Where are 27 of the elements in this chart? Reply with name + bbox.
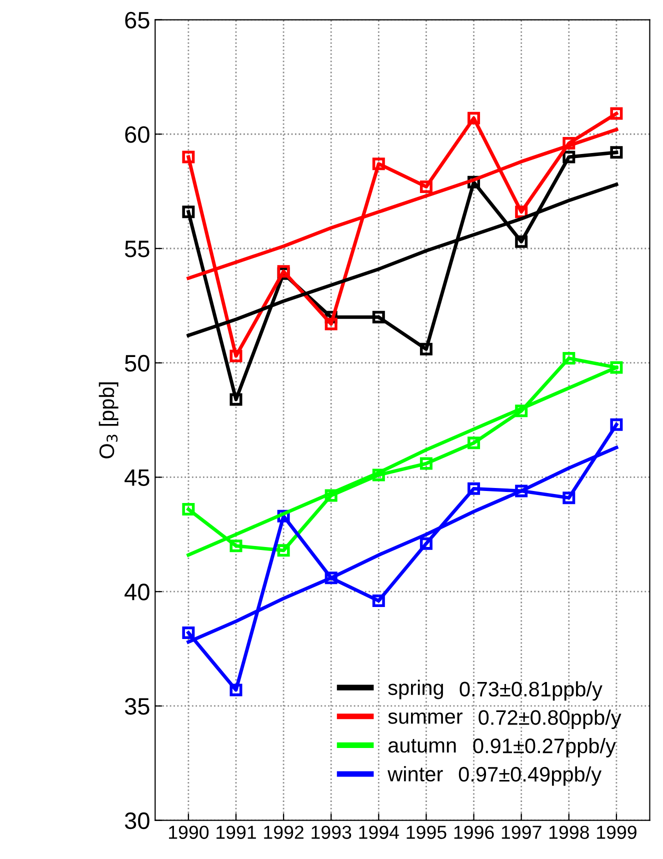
y-tick-label: 60 bbox=[125, 126, 150, 143]
annotation: 0.91±0.27ppb/y bbox=[473, 738, 616, 758]
x-tick-label: 1997 bbox=[502, 826, 542, 839]
x-tick-label: 1990 bbox=[169, 826, 209, 839]
x-tick-label: 1992 bbox=[264, 826, 304, 839]
x-tick-label: 1998 bbox=[549, 826, 589, 839]
legend-label: autumn bbox=[388, 738, 456, 753]
y-axis-title: O$_{3}$ [ppb] bbox=[98, 382, 118, 458]
legend-label: spring bbox=[388, 680, 443, 700]
x-tick-label: 1994 bbox=[359, 826, 399, 839]
y-tick-label: 65 bbox=[125, 12, 150, 29]
y-tick-label: 40 bbox=[124, 584, 150, 600]
y-tick-label: 45 bbox=[124, 470, 150, 486]
x-tick-label: 1999 bbox=[597, 826, 636, 839]
annotation: 0.73±0.81ppb/y bbox=[460, 681, 602, 701]
y-tick-label: 30 bbox=[124, 812, 150, 830]
legend-label: summer bbox=[388, 712, 462, 724]
annotation: 0.97±0.49ppb/y bbox=[458, 766, 602, 786]
legend-label: winter bbox=[388, 766, 443, 782]
x-tick-label: 1991 bbox=[216, 826, 256, 839]
x-tick-label: 1993 bbox=[312, 826, 352, 839]
x-tick-label: 1995 bbox=[406, 826, 446, 839]
y-tick-label: 55 bbox=[124, 240, 150, 258]
annotation: 0.72±0.80ppb/y bbox=[478, 710, 622, 730]
x-tick-label: 1996 bbox=[454, 826, 494, 839]
y-tick-label: 50 bbox=[124, 354, 150, 372]
y-tick-label: 35 bbox=[124, 698, 150, 715]
